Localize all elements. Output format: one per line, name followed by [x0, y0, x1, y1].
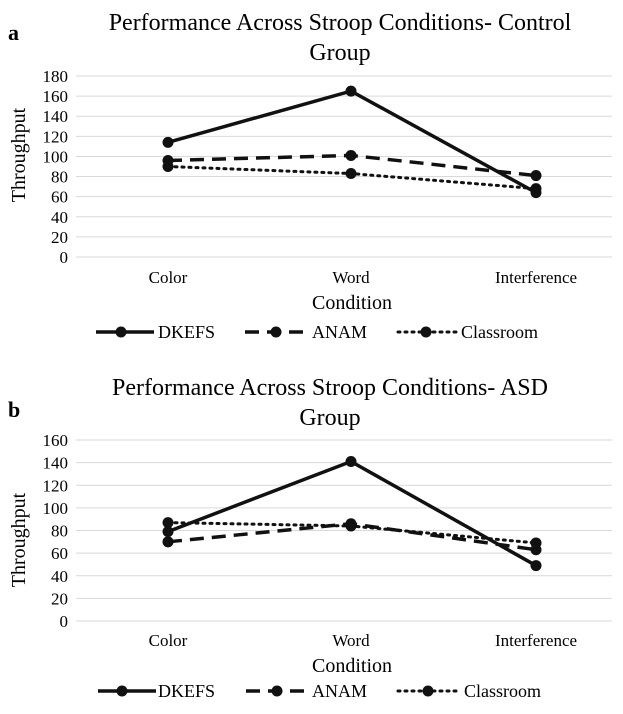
y-axis-title: Throughput [8, 107, 30, 202]
data-point-anam [530, 170, 542, 182]
x-tick-layer: Color Word Interference [149, 631, 577, 650]
legend-label-classroom: Classroom [464, 681, 541, 701]
y-tick-label: 100 [43, 147, 69, 166]
legend-label-classroom: Classroom [461, 322, 538, 342]
legend-label-anam: ANAM [312, 681, 367, 701]
y-tick-label: 80 [51, 168, 68, 187]
y-tick-label: 120 [43, 476, 69, 495]
data-point-classroom [530, 537, 542, 549]
y-tick-label: 0 [60, 612, 69, 631]
legend-item-dkefs: DKEFS [98, 681, 215, 701]
y-tick-label: 20 [51, 228, 68, 247]
legend: DKEFS ANAM Classroom [96, 322, 538, 342]
legend-marker-dkefs [115, 326, 127, 338]
chart-panel-b: b Performance Across Stroop Conditions- … [0, 364, 623, 714]
data-point-classroom [162, 161, 174, 172]
data-point-dkefs [162, 526, 174, 538]
y-tick-label: 60 [51, 544, 68, 563]
series-layer [162, 455, 542, 572]
legend-label-dkefs: DKEFS [158, 322, 215, 342]
y-tick-label: 120 [43, 127, 69, 146]
legend: DKEFS ANAM Classroom [98, 681, 541, 701]
chart-panel-a: a Performance Across Stroop Conditions- … [0, 0, 623, 350]
x-tick-label: Color [149, 268, 188, 287]
y-tick-label: 0 [60, 248, 69, 267]
chart-a-svg: a Performance Across Stroop Conditions- … [8, 10, 612, 342]
data-point-dkefs [530, 560, 542, 572]
panel-label: b [8, 397, 20, 422]
x-tick-layer: Color Word Interference [149, 268, 577, 287]
x-tick-label: Word [332, 631, 370, 650]
legend-marker-classroom [420, 326, 432, 338]
y-tick-label: 140 [43, 107, 69, 126]
data-point-dkefs [345, 455, 357, 467]
x-axis-title: Condition [312, 292, 392, 314]
y-tick-layer: 0 20 40 60 80 100 120 140 160 [43, 431, 69, 631]
legend-item-classroom: Classroom [396, 681, 541, 701]
legend-marker-dkefs [116, 685, 128, 697]
y-tick-label: 100 [43, 499, 69, 518]
data-point-dkefs [162, 136, 174, 148]
x-tick-label: Word [332, 268, 370, 287]
chart-title-line-1: Performance Across Stroop Conditions- AS… [112, 375, 548, 401]
legend-marker-anam [271, 685, 283, 697]
data-point-classroom [162, 517, 174, 529]
grid-layer [76, 439, 612, 622]
chart-title-line-2: Group [309, 40, 370, 66]
legend-item-classroom: Classroom [396, 322, 538, 342]
data-point-anam [162, 536, 174, 548]
legend-label-anam: ANAM [312, 322, 367, 342]
chart-b-svg: b Performance Across Stroop Conditions- … [8, 375, 612, 701]
grid-layer [76, 75, 612, 258]
legend-marker-classroom [422, 685, 434, 697]
legend-item-anam: ANAM [245, 322, 367, 342]
legend-item-anam: ANAM [246, 681, 367, 701]
x-axis-title: Condition [312, 655, 392, 677]
y-tick-label: 40 [51, 208, 68, 227]
data-point-classroom [345, 168, 357, 180]
data-point-dkefs [345, 85, 357, 97]
x-tick-label: Interference [495, 631, 577, 650]
chart-title-line-2: Group [299, 405, 360, 431]
data-point-classroom [345, 520, 357, 532]
series-line-dkefs [167, 459, 537, 568]
data-point-classroom [530, 183, 542, 195]
y-axis-title: Throughput [8, 492, 30, 587]
y-tick-label: 180 [43, 67, 69, 86]
x-tick-label: Interference [495, 268, 577, 287]
legend-marker-anam [270, 326, 282, 338]
legend-item-dkefs: DKEFS [96, 322, 215, 342]
y-tick-label: 60 [51, 188, 68, 207]
y-tick-label: 20 [51, 589, 68, 608]
y-tick-label: 160 [43, 87, 69, 106]
series-layer [162, 85, 542, 199]
data-point-anam [345, 149, 357, 161]
y-tick-label: 160 [43, 431, 69, 450]
y-tick-label: 140 [43, 454, 69, 473]
chart-title-line-1: Performance Across Stroop Conditions- Co… [109, 10, 572, 36]
panel-label: a [8, 20, 19, 45]
legend-label-dkefs: DKEFS [158, 681, 215, 701]
y-tick-label: 40 [51, 567, 68, 586]
y-tick-label: 80 [51, 522, 68, 541]
x-tick-label: Color [149, 631, 188, 650]
